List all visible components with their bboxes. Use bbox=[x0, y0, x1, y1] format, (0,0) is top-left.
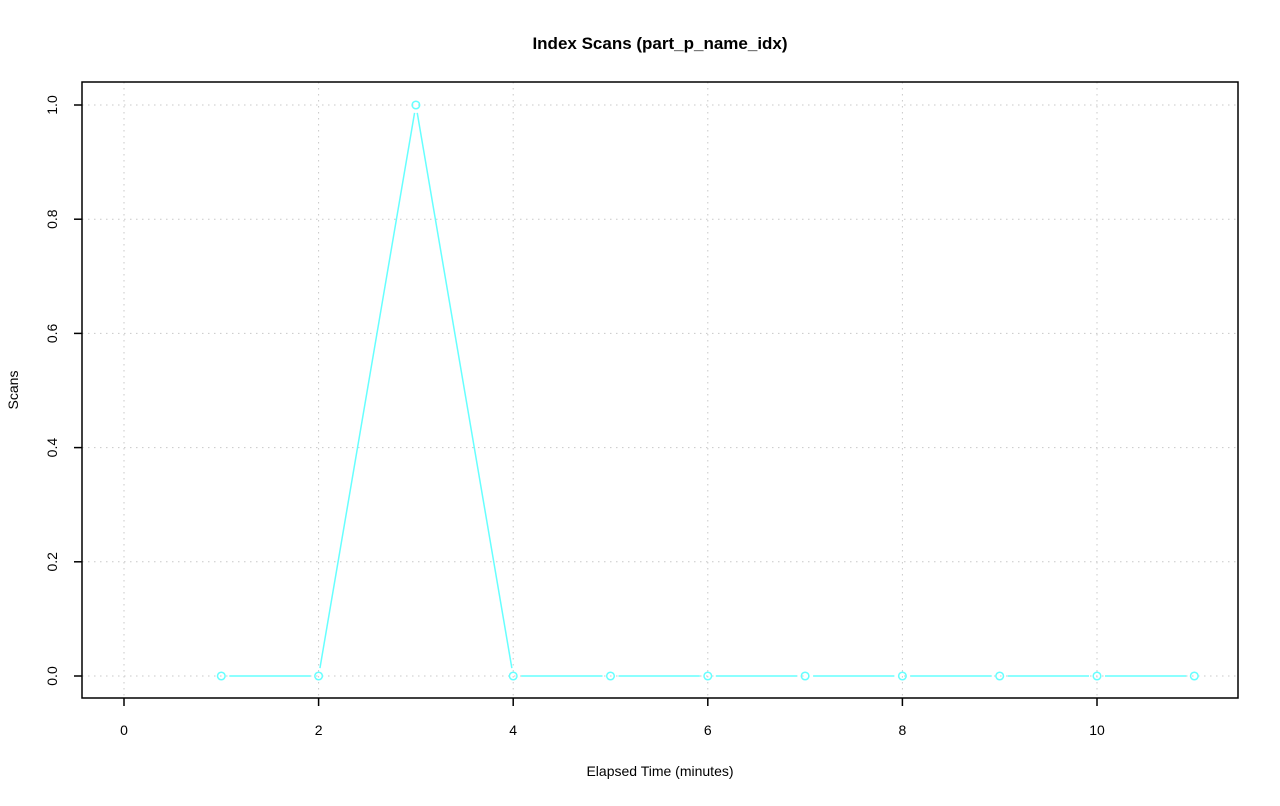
x-tick-label: 4 bbox=[509, 722, 517, 738]
x-tick-label: 10 bbox=[1089, 722, 1105, 738]
data-point bbox=[897, 671, 907, 681]
y-tick-label: 0.4 bbox=[44, 438, 60, 458]
data-point bbox=[411, 100, 421, 110]
chart-title: Index Scans (part_p_name_idx) bbox=[532, 34, 787, 53]
data-point bbox=[605, 671, 616, 681]
grid bbox=[82, 82, 1238, 698]
x-axis-label: Elapsed Time (minutes) bbox=[586, 763, 733, 779]
data-point bbox=[314, 671, 324, 681]
y-axis-label: Scans bbox=[5, 371, 21, 410]
y-tick-label: 0.2 bbox=[44, 552, 60, 572]
data-point bbox=[508, 671, 518, 681]
x-tick-label: 0 bbox=[120, 722, 128, 738]
data-point bbox=[995, 671, 1005, 681]
axes: 0 2 4 6 8 10 0.0 0.2 0.4 0.6 0.8 1.0 bbox=[44, 95, 1105, 738]
series bbox=[216, 100, 1199, 681]
data-point bbox=[1092, 671, 1102, 681]
y-tick-label: 1.0 bbox=[44, 95, 60, 115]
plot-frame bbox=[81, 81, 1239, 699]
data-point bbox=[800, 671, 810, 681]
data-point bbox=[1189, 671, 1199, 681]
y-tick-label: 0.0 bbox=[44, 666, 60, 686]
y-tick-label: 0.8 bbox=[44, 209, 60, 229]
data-point bbox=[216, 671, 226, 681]
y-tick-label: 0.6 bbox=[44, 323, 60, 343]
x-tick-label: 2 bbox=[315, 722, 323, 738]
x-tick-label: 6 bbox=[704, 722, 712, 738]
x-tick-label: 8 bbox=[899, 722, 907, 738]
series-segment bbox=[416, 112, 513, 669]
data-point bbox=[703, 671, 713, 681]
series-segment bbox=[319, 112, 416, 669]
